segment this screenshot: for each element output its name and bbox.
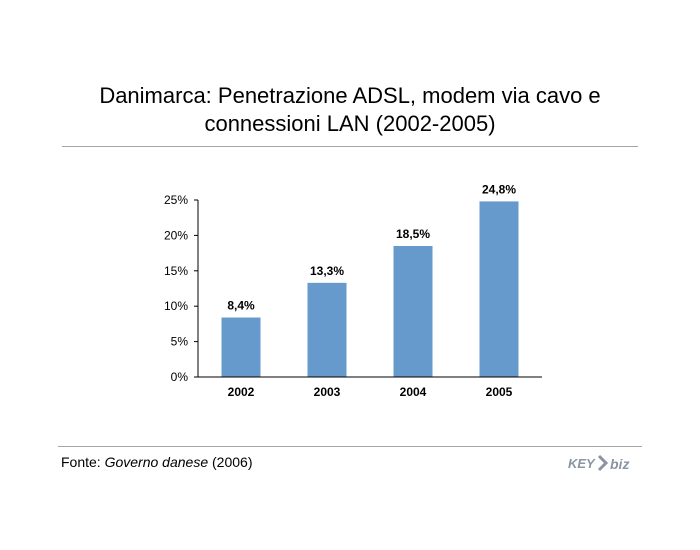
logo-text-biz: biz xyxy=(610,456,629,472)
bar-2003 xyxy=(307,282,347,377)
x-tick-label: 2004 xyxy=(400,385,427,399)
x-tick-label: 2002 xyxy=(228,385,255,399)
footer-divider xyxy=(58,446,642,447)
bar-data-label: 8,4% xyxy=(227,299,255,313)
y-tick-label: 5% xyxy=(171,335,189,349)
bar-2002 xyxy=(221,317,261,377)
bar-data-label: 24,8% xyxy=(482,182,516,196)
x-tick-label: 2005 xyxy=(486,385,513,399)
source-name: Governo danese xyxy=(104,454,209,470)
bar-2004 xyxy=(393,246,433,377)
logo-arrow-icon xyxy=(597,454,609,472)
chart-title-line2: connessioni LAN (2002-2005) xyxy=(204,111,496,136)
chart-title-line1: Danimarca: Penetrazione ADSL, modem via … xyxy=(99,83,601,108)
logo-text-key: KEY xyxy=(568,456,596,471)
y-axis-ticks xyxy=(194,199,198,378)
bar-data-labels: 8,4% 13,3% 18,5% 24,8% xyxy=(227,182,516,312)
bar-data-label: 18,5% xyxy=(396,227,430,241)
source-prefix: Fonte: xyxy=(61,454,105,470)
source-year: (2006) xyxy=(208,454,253,470)
y-tick-label: 25% xyxy=(164,193,188,207)
y-tick-label: 0% xyxy=(171,370,189,384)
y-tick-label: 20% xyxy=(164,228,188,242)
bar-data-label: 13,3% xyxy=(310,264,344,278)
bars xyxy=(221,201,519,377)
chart-title: Danimarca: Penetrazione ADSL, modem via … xyxy=(40,82,660,138)
x-tick-label: 2003 xyxy=(314,385,341,399)
y-tick-label: 15% xyxy=(164,264,188,278)
source-note: Fonte: Governo danese (2006) xyxy=(61,454,252,470)
y-axis-tick-labels: 0% 5% 10% 15% 20% 25% xyxy=(164,193,188,384)
x-axis-tick-labels: 2002 2003 2004 2005 xyxy=(228,385,513,399)
bar-2005 xyxy=(479,201,519,377)
keybiz-logo: KEY biz xyxy=(568,454,629,472)
y-tick-label: 10% xyxy=(164,299,188,313)
title-divider xyxy=(62,146,638,147)
